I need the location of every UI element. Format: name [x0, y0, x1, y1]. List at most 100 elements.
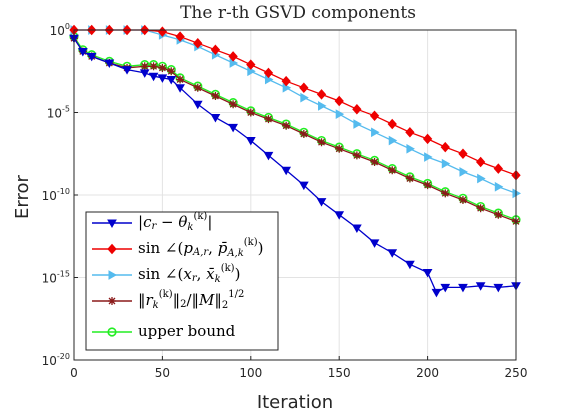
data-point	[246, 59, 256, 70]
x-tick-label: 250	[505, 366, 528, 380]
data-point	[210, 44, 221, 56]
data-point	[299, 82, 309, 94]
data-point	[211, 92, 220, 100]
data-point	[122, 66, 132, 75]
data-point	[458, 195, 467, 204]
data-point	[335, 144, 344, 153]
data-point	[493, 283, 504, 293]
data-point	[352, 224, 362, 234]
data-point	[369, 110, 380, 122]
data-point	[298, 181, 309, 191]
y-tick-exponent: -20	[57, 352, 70, 361]
series-2	[70, 25, 522, 199]
y-axis-label: Error	[12, 174, 33, 218]
chart-title: The r-th GSVD components	[180, 3, 416, 23]
legend-swatch-marker	[108, 270, 118, 280]
data-point	[405, 127, 415, 138]
series-line	[74, 29, 517, 194]
data-point	[193, 37, 203, 49]
data-point	[316, 198, 327, 207]
data-point	[157, 74, 168, 83]
data-point	[246, 108, 255, 117]
y-tick-base: 10	[50, 24, 65, 38]
y-tick-label: 100	[50, 22, 70, 38]
data-point	[334, 95, 344, 107]
data-point	[352, 151, 361, 160]
data-point	[104, 59, 115, 69]
data-point	[458, 148, 468, 160]
data-point	[175, 31, 185, 42]
data-point	[77, 47, 88, 57]
data-point	[440, 141, 450, 153]
data-point	[175, 84, 185, 93]
data-point	[475, 156, 486, 168]
y-tick-base: 10	[42, 189, 57, 203]
data-point	[422, 269, 433, 278]
data-point	[494, 181, 504, 192]
y-tick-exponent: -10	[57, 187, 70, 196]
series-0	[69, 34, 521, 298]
data-point	[387, 249, 398, 258]
y-tick-base: 10	[42, 272, 57, 286]
data-point	[352, 103, 362, 115]
data-point	[405, 260, 415, 270]
y-tick-base: 10	[42, 354, 57, 368]
plot-frame	[73, 29, 517, 361]
data-point	[167, 67, 176, 76]
data-point	[316, 89, 327, 100]
data-point	[263, 67, 274, 79]
x-tick-label: 150	[328, 366, 351, 380]
data-point	[440, 283, 451, 293]
data-point	[424, 152, 433, 162]
series-3	[70, 34, 520, 226]
y-tick-exponent: 0	[65, 22, 70, 31]
y-tick-label: 10-15	[42, 270, 70, 286]
data-point	[431, 288, 442, 298]
data-point	[263, 151, 274, 161]
legend-swatch-marker	[108, 297, 116, 305]
legend-swatch-marker	[107, 327, 117, 337]
y-tick-label: 10-10	[42, 187, 70, 203]
data-point	[370, 158, 379, 166]
data-point	[459, 167, 468, 177]
data-point	[193, 83, 202, 92]
data-point	[353, 119, 362, 129]
data-point	[494, 210, 503, 219]
y-tick-exponent: -15	[57, 270, 70, 279]
data-point	[369, 239, 380, 248]
data-point	[406, 143, 415, 154]
legend-swatch-marker	[107, 219, 117, 229]
legend-box	[85, 211, 279, 351]
data-point	[493, 163, 503, 174]
data-point	[335, 109, 345, 120]
data-point	[192, 100, 203, 110]
data-point	[334, 211, 345, 220]
y-tick-label: 10-5	[47, 105, 70, 121]
x-tick-label: 200	[416, 366, 439, 380]
data-point	[422, 133, 433, 145]
data-point	[441, 158, 451, 169]
legend: |cr − θk(k)| sin ∠(pA,r, p̄A,k(k)) sin ∠…	[85, 211, 279, 351]
data-point	[441, 189, 450, 198]
data-point	[149, 62, 158, 71]
y-tick-exponent: -5	[62, 105, 70, 114]
data-point	[388, 166, 397, 175]
y-tick-base: 10	[47, 107, 62, 121]
legend-swatch-marker	[107, 243, 117, 255]
series-1	[69, 24, 521, 181]
x-tick-label: 100	[239, 366, 262, 380]
data-point	[388, 135, 398, 146]
data-point	[229, 100, 238, 109]
series-line	[74, 29, 517, 176]
legend-label-upper-bound: upper bound	[138, 322, 236, 340]
data-point	[264, 115, 273, 124]
data-point	[282, 121, 291, 130]
x-axis-label: Iteration	[257, 392, 333, 413]
data-point	[158, 63, 167, 72]
data-point	[317, 138, 326, 147]
data-point	[281, 166, 292, 176]
data-point	[140, 62, 149, 71]
x-tick-label: 50	[155, 366, 170, 380]
